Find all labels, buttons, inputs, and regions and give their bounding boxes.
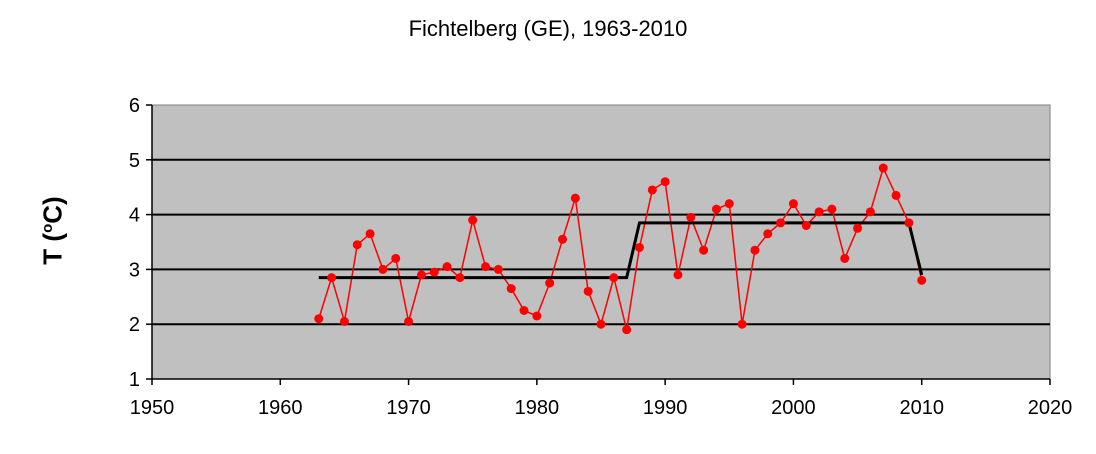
data-point [468, 215, 478, 225]
x-tick-label-2000: 2000 [771, 397, 816, 419]
plot-area [151, 104, 1051, 380]
data-point [481, 262, 491, 272]
data-point [750, 245, 760, 255]
x-tick-label-1990: 1990 [643, 397, 688, 419]
x-tick-label-2020: 2020 [1028, 397, 1073, 419]
data-point [352, 240, 362, 250]
data-point [327, 273, 337, 283]
data-point [416, 270, 426, 280]
y-tick-label-6: 6 [129, 95, 140, 117]
data-point [686, 212, 696, 222]
y-tick-label-3: 3 [129, 259, 140, 281]
data-point [737, 319, 747, 329]
x-tick-label-1950: 1950 [130, 397, 175, 419]
data-point [853, 223, 863, 233]
data-point [596, 319, 606, 329]
y-tick-label-4: 4 [129, 205, 140, 227]
data-point [378, 264, 388, 274]
data-point [827, 204, 837, 214]
x-tick-label-1980: 1980 [515, 397, 560, 419]
x-tick-label-1970: 1970 [386, 397, 431, 419]
data-point [442, 262, 452, 272]
data-point [840, 253, 850, 263]
data-point [763, 229, 773, 239]
data-point [814, 207, 824, 217]
y-tick-label-1: 1 [129, 369, 140, 391]
data-point [583, 286, 593, 296]
data-point [647, 185, 657, 195]
data-point [506, 284, 516, 294]
data-point [788, 199, 798, 209]
data-point [570, 193, 580, 203]
data-point [493, 264, 503, 274]
data-point [365, 229, 375, 239]
data-point [622, 325, 632, 335]
data-point [776, 218, 786, 228]
x-tick-label-1960: 1960 [258, 397, 303, 419]
data-point [699, 245, 709, 255]
y-tick-label-5: 5 [129, 150, 140, 172]
data-point [339, 316, 349, 326]
data-point [532, 311, 542, 321]
data-point [634, 242, 644, 252]
data-point [865, 207, 875, 217]
data-point [558, 234, 568, 244]
data-point [801, 221, 811, 231]
data-point [904, 218, 914, 228]
data-point [391, 253, 401, 263]
data-point [711, 204, 721, 214]
data-point [519, 306, 529, 315]
data-point [404, 316, 414, 326]
series-line-black [318, 221, 924, 280]
chart-title: Fichtelberg (GE), 1963-2010 [408, 16, 688, 41]
data-point [314, 314, 324, 324]
data-point [660, 177, 670, 187]
data-point [455, 273, 465, 283]
data-point [609, 273, 619, 283]
data-point [917, 275, 927, 285]
data-point [545, 278, 555, 288]
y-tick-label-2: 2 [129, 314, 140, 336]
data-point [673, 270, 683, 280]
x-tick-label-2010: 2010 [899, 397, 944, 419]
data-point [429, 267, 439, 277]
data-point [891, 190, 901, 200]
data-point [724, 199, 734, 209]
data-point [878, 163, 888, 173]
